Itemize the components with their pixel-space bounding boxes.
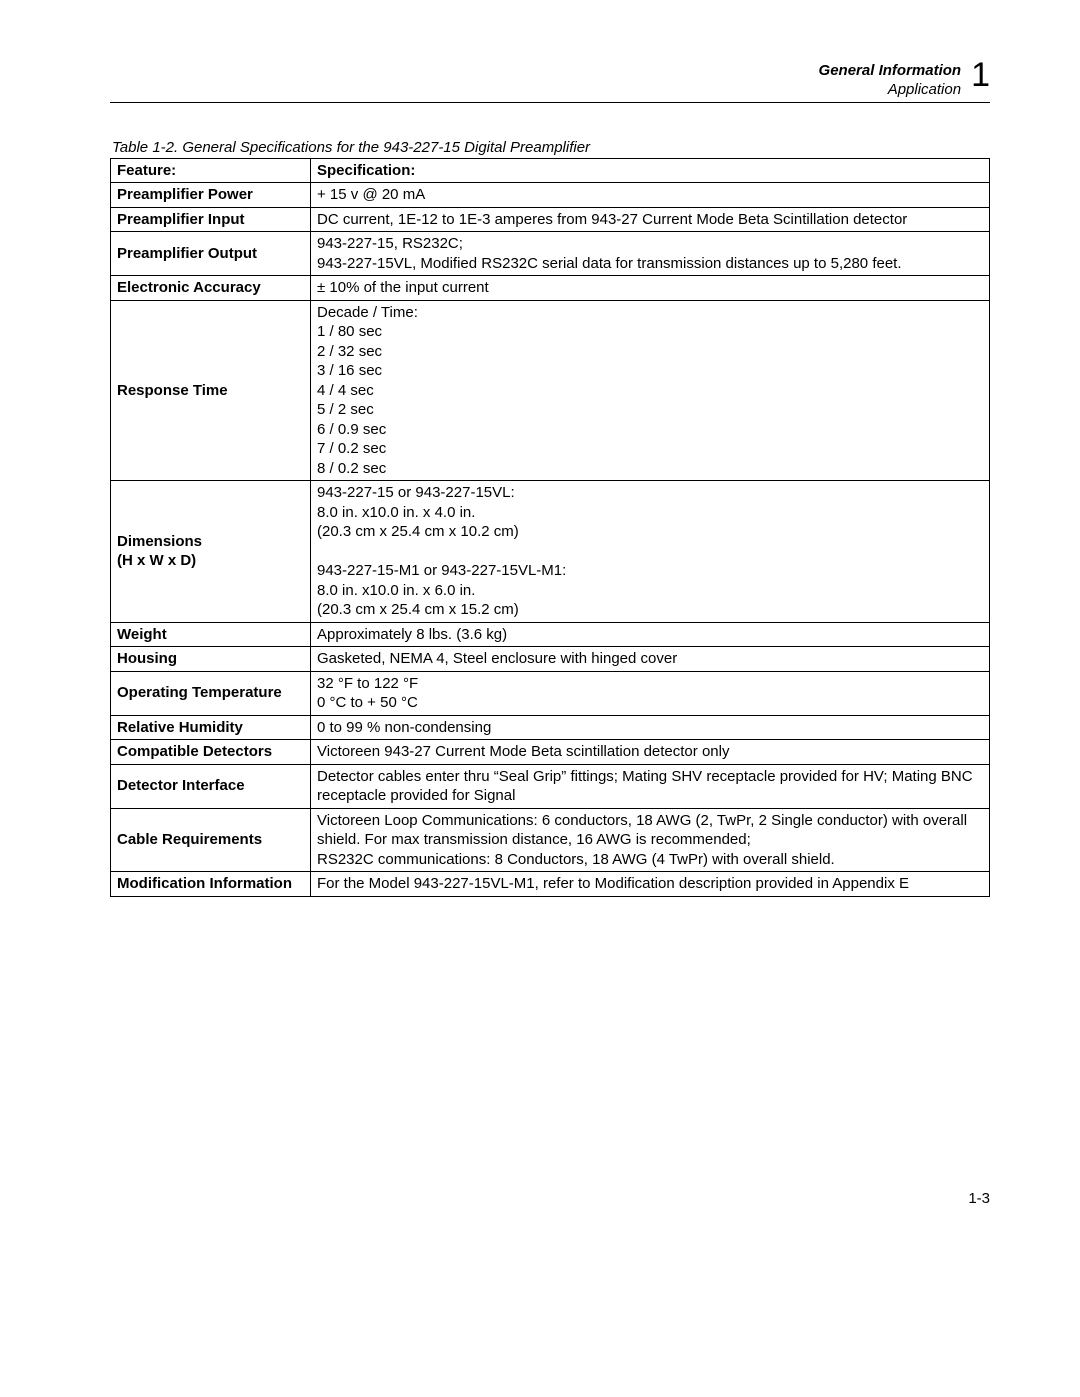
cell-spec: Gasketed, NEMA 4, Steel enclosure with h… bbox=[311, 647, 990, 672]
cell-feature: Detector Interface bbox=[111, 764, 311, 808]
chapter-number: 1 bbox=[971, 58, 990, 92]
cell-spec: Victoreen Loop Communications: 6 conduct… bbox=[311, 808, 990, 872]
page: General Information Application 1 Table … bbox=[0, 0, 1080, 937]
cell-spec: Decade / Time: 1 / 80 sec 2 / 32 sec 3 /… bbox=[311, 300, 990, 481]
table-row: Dimensions (H x W x D)943-227-15 or 943-… bbox=[111, 481, 990, 623]
cell-feature: Response Time bbox=[111, 300, 311, 481]
table-row: Response TimeDecade / Time: 1 / 80 sec 2… bbox=[111, 300, 990, 481]
cell-spec: Detector cables enter thru “Seal Grip” f… bbox=[311, 764, 990, 808]
table-row: Preamplifier InputDC current, 1E-12 to 1… bbox=[111, 207, 990, 232]
table-row: Operating Temperature32 °F to 122 °F 0 °… bbox=[111, 671, 990, 715]
table-row: Relative Humidity0 to 99 % non-condensin… bbox=[111, 715, 990, 740]
cell-feature: Relative Humidity bbox=[111, 715, 311, 740]
table-row: Detector InterfaceDetector cables enter … bbox=[111, 764, 990, 808]
table-row: Compatible DetectorsVictoreen 943-27 Cur… bbox=[111, 740, 990, 765]
table-row: HousingGasketed, NEMA 4, Steel enclosure… bbox=[111, 647, 990, 672]
cell-spec: 943-227-15, RS232C; 943-227-15VL, Modifi… bbox=[311, 232, 990, 276]
cell-feature: Housing bbox=[111, 647, 311, 672]
cell-spec: ± 10% of the input current bbox=[311, 276, 990, 301]
cell-spec: DC current, 1E-12 to 1E-3 amperes from 9… bbox=[311, 207, 990, 232]
table-row: Modification InformationFor the Model 94… bbox=[111, 872, 990, 897]
table-caption: Table 1-2. General Specifications for th… bbox=[112, 139, 990, 156]
table-header-row: Feature: Specification: bbox=[111, 158, 990, 183]
table-row: Electronic Accuracy± 10% of the input cu… bbox=[111, 276, 990, 301]
table-row: Cable RequirementsVictoreen Loop Communi… bbox=[111, 808, 990, 872]
page-header: General Information Application 1 bbox=[110, 60, 990, 103]
col-feature: Feature: bbox=[111, 158, 311, 183]
cell-feature: Cable Requirements bbox=[111, 808, 311, 872]
cell-spec: 32 °F to 122 °F 0 °C to + 50 °C bbox=[311, 671, 990, 715]
cell-feature: Weight bbox=[111, 622, 311, 647]
cell-feature: Operating Temperature bbox=[111, 671, 311, 715]
header-text: General Information Application bbox=[819, 60, 962, 100]
cell-feature: Preamplifier Input bbox=[111, 207, 311, 232]
cell-spec: For the Model 943-227-15VL-M1, refer to … bbox=[311, 872, 990, 897]
cell-spec: 943-227-15 or 943-227-15VL: 8.0 in. x10.… bbox=[311, 481, 990, 623]
header-title: General Information bbox=[819, 62, 962, 81]
table-row: Preamplifier Power+ 15 v @ 20 mA bbox=[111, 183, 990, 208]
cell-feature: Dimensions (H x W x D) bbox=[111, 481, 311, 623]
header-subtitle: Application bbox=[819, 81, 962, 100]
cell-spec: + 15 v @ 20 mA bbox=[311, 183, 990, 208]
col-spec: Specification: bbox=[311, 158, 990, 183]
cell-feature: Modification Information bbox=[111, 872, 311, 897]
table-row: WeightApproximately 8 lbs. (3.6 kg) bbox=[111, 622, 990, 647]
cell-spec: Approximately 8 lbs. (3.6 kg) bbox=[311, 622, 990, 647]
page-number: 1-3 bbox=[968, 1190, 990, 1207]
table-row: Preamplifier Output943-227-15, RS232C; 9… bbox=[111, 232, 990, 276]
cell-feature: Compatible Detectors bbox=[111, 740, 311, 765]
cell-feature: Electronic Accuracy bbox=[111, 276, 311, 301]
cell-feature: Preamplifier Output bbox=[111, 232, 311, 276]
cell-spec: 0 to 99 % non-condensing bbox=[311, 715, 990, 740]
cell-feature: Preamplifier Power bbox=[111, 183, 311, 208]
cell-spec: Victoreen 943-27 Current Mode Beta scint… bbox=[311, 740, 990, 765]
spec-table: Feature: Specification: Preamplifier Pow… bbox=[110, 158, 990, 897]
